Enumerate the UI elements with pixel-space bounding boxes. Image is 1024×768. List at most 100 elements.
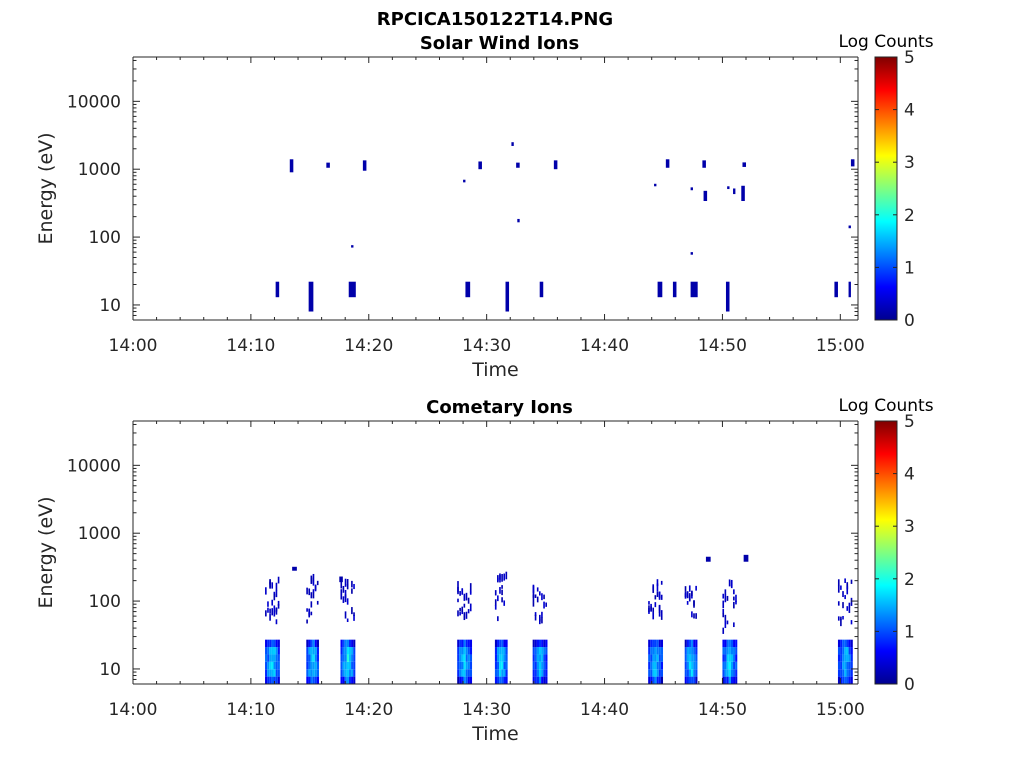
burst-8-halo — [686, 591, 689, 599]
burst-1-halo — [275, 590, 278, 598]
y-axis-label: Energy (eV) — [35, 496, 57, 608]
burst-7-cell — [656, 639, 659, 648]
burst-2-cell — [312, 661, 315, 670]
burst-6-halo — [534, 594, 537, 598]
burst-3-cell — [344, 676, 347, 684]
burst-2-halo — [306, 619, 308, 624]
burst-9-cell — [722, 661, 725, 670]
burst-4-cell — [461, 639, 464, 648]
burst-6-halo — [534, 612, 537, 617]
burst-10-cell — [848, 669, 851, 677]
burst-5-cell — [501, 639, 504, 648]
burst-4-cell — [457, 647, 460, 655]
burst-6-cell — [532, 669, 535, 677]
burst-7-cell — [650, 647, 653, 655]
data-cell — [742, 162, 747, 167]
burst-10-cell — [840, 654, 843, 662]
burst-7-cell — [654, 661, 657, 670]
burst-1-halo — [271, 608, 274, 616]
burst-3-cell — [353, 647, 356, 655]
burst-1-halo — [269, 614, 271, 621]
burst-5-cell — [499, 676, 502, 684]
burst-9-halo — [735, 594, 737, 603]
burst-5-cell — [497, 654, 500, 662]
burst-1-cell — [267, 669, 270, 677]
burst-4-cell — [465, 654, 468, 662]
x-tick-label: 15:00 — [816, 700, 865, 720]
burst-7-cell — [648, 661, 651, 670]
burst-4-cell — [459, 639, 462, 648]
burst-8-cell — [695, 654, 698, 662]
colorbar-tick-label: 0 — [904, 675, 915, 695]
data-cell — [516, 162, 520, 168]
burst-6-cell — [532, 639, 535, 648]
burst-5-cell — [505, 654, 508, 662]
burst-7-cell — [652, 647, 655, 655]
data-cell — [672, 281, 677, 298]
data-cell — [657, 281, 663, 298]
colorbar-title: Log Counts — [838, 32, 933, 52]
data-cell — [553, 160, 558, 170]
x-tick-label: 14:30 — [462, 336, 511, 356]
burst-6-cell — [539, 647, 542, 655]
burst-1-cell — [265, 639, 268, 648]
burst-5-cell — [494, 669, 498, 677]
burst-9-cell — [722, 669, 725, 677]
burst-10-cell — [842, 661, 845, 670]
burst-5-cell — [497, 639, 500, 648]
burst-2-halo — [308, 588, 311, 596]
burst-7-cell — [650, 639, 653, 648]
burst-6-cell — [532, 647, 535, 655]
burst-4-cell — [459, 661, 462, 670]
burst-10-halo — [837, 601, 840, 606]
burst-6-cell — [536, 647, 539, 655]
y-tick-label: 100 — [89, 228, 121, 248]
burst-6-halo — [539, 591, 541, 596]
burst-9-halo — [733, 596, 735, 601]
burst-7-halo — [652, 584, 655, 591]
burst-10-cell — [848, 639, 851, 648]
burst-2-halo — [316, 580, 319, 586]
burst-7-halo — [660, 610, 663, 617]
burst-4-cell — [469, 639, 473, 648]
burst-3-cell — [342, 639, 345, 648]
burst-3-cell — [344, 669, 347, 677]
burst-6-cell — [536, 676, 539, 684]
burst-8-cell — [684, 654, 687, 662]
burst-5-cell — [503, 669, 506, 677]
burst-6-cell — [532, 654, 535, 662]
burst-2-halo — [306, 608, 308, 612]
burst-3-cell — [348, 654, 352, 662]
burst-9-cell — [724, 639, 727, 648]
burst-6-cell — [545, 676, 548, 684]
x-tick-label: 14:40 — [580, 700, 629, 720]
burst-4-cell — [463, 669, 466, 677]
burst-10-cell — [837, 669, 841, 677]
burst-10-cell — [846, 647, 849, 655]
burst-8-halo — [688, 593, 691, 601]
burst-6-halo — [536, 587, 539, 592]
burst-2-cell — [310, 647, 313, 655]
burst-2-cell — [306, 647, 309, 655]
burst-4-cell — [459, 669, 462, 677]
burst-8-cell — [691, 669, 694, 677]
burst-2-cell — [316, 661, 320, 670]
burst-9-cell — [733, 647, 736, 655]
burst-4-halo — [459, 607, 461, 612]
burst-1-halo — [275, 608, 278, 612]
burst-3-cell — [346, 669, 349, 677]
burst-1-cell — [267, 661, 270, 670]
burst-7-cell — [656, 654, 659, 662]
burst-7-halo — [648, 601, 650, 605]
burst-10-halo — [848, 602, 851, 608]
burst-7-halo — [660, 616, 663, 620]
burst-7-halo — [656, 591, 659, 597]
burst-3-halo — [346, 579, 349, 586]
burst-1-halo — [269, 581, 271, 589]
burst-10-cell — [840, 661, 843, 670]
burst-4-cell — [469, 654, 473, 662]
burst-8-cell — [684, 669, 687, 677]
burst-8-cell — [693, 676, 696, 684]
burst-5-cell — [505, 647, 508, 655]
burst-6-cell — [541, 661, 544, 670]
